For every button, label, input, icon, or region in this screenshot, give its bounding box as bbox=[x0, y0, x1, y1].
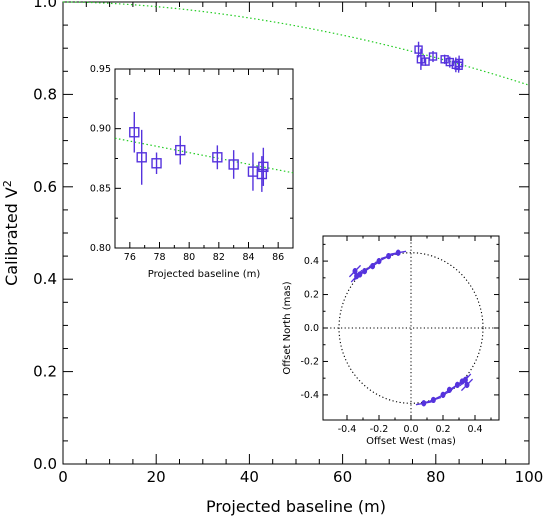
y-tick-label: 0.90 bbox=[90, 124, 111, 135]
x-tick-label: 40 bbox=[240, 468, 259, 486]
offset-point bbox=[446, 386, 452, 393]
y-tick-label: -0.2 bbox=[300, 356, 319, 367]
y-tick-label: 1.0 bbox=[33, 0, 57, 11]
x-tick-label: 0.0 bbox=[403, 424, 418, 435]
x-tick-label: 76 bbox=[124, 252, 136, 263]
offset-point bbox=[370, 263, 376, 270]
x-tick-label: 82 bbox=[213, 252, 225, 263]
y-tick-label: 0.4 bbox=[33, 270, 57, 288]
data-point bbox=[258, 161, 269, 173]
x-tick-label: -0.2 bbox=[370, 424, 389, 435]
x-tick-label: 86 bbox=[272, 252, 284, 263]
data-point bbox=[454, 58, 464, 68]
data-point bbox=[416, 55, 426, 64]
data-point bbox=[421, 57, 430, 66]
offset-point bbox=[354, 273, 360, 280]
offset-map-inset: -0.4 -0.2 0.0 0.2 0.4 -0.4 -0.2 0.0 0.2 0.4 Offse… bbox=[282, 235, 500, 447]
x-tick-label: 80 bbox=[183, 252, 195, 263]
data-point bbox=[129, 127, 140, 138]
y-tick-label: 0.85 bbox=[90, 183, 111, 194]
offset-map-y-axis-label: Offset North (mas) bbox=[282, 281, 293, 374]
data-point bbox=[175, 144, 186, 156]
y-tick-label: -0.4 bbox=[300, 390, 319, 401]
x-tick-label: 60 bbox=[333, 468, 352, 486]
y-tick-label: 0.0 bbox=[304, 323, 319, 334]
x-tick-label: -0.4 bbox=[338, 424, 357, 435]
zoom-inset-x-axis-label: Projected baseline (m) bbox=[148, 269, 261, 280]
y-tick-label: 0.2 bbox=[304, 290, 319, 301]
x-tick-label: 0.2 bbox=[435, 424, 450, 435]
x-tick-label: 80 bbox=[426, 468, 445, 486]
data-point bbox=[151, 158, 162, 169]
y-tick-label: 0.4 bbox=[304, 256, 319, 267]
offset-point bbox=[464, 381, 470, 388]
offset-point bbox=[462, 376, 468, 383]
offset-point bbox=[421, 400, 427, 407]
offset-point bbox=[352, 268, 358, 275]
x-tick-label: 84 bbox=[242, 252, 254, 263]
main-x-axis-label: Projected baseline (m) bbox=[206, 497, 386, 516]
y-tick-label: 0.6 bbox=[33, 178, 57, 196]
x-tick-label: 0 bbox=[58, 468, 68, 486]
data-point bbox=[212, 152, 223, 163]
x-tick-label: 78 bbox=[153, 252, 165, 263]
offset-point bbox=[386, 252, 392, 260]
data-point bbox=[445, 57, 454, 67]
x-tick-label: 20 bbox=[147, 468, 166, 486]
offset-circle bbox=[338, 252, 484, 404]
offset-map-x-axis-label: Offset West (mas) bbox=[366, 436, 456, 447]
y-tick-label: 0.8 bbox=[33, 85, 57, 103]
data-point bbox=[136, 152, 147, 163]
data-point bbox=[440, 55, 449, 64]
y-tick-label: 0.0 bbox=[33, 455, 57, 473]
x-tick-label: 100 bbox=[515, 468, 544, 486]
offset-point bbox=[395, 249, 401, 256]
y-tick-label: 0.95 bbox=[90, 64, 111, 75]
data-point bbox=[256, 168, 268, 180]
x-tick-label: 0.4 bbox=[467, 424, 482, 435]
data-point bbox=[414, 45, 423, 54]
y-tick-label: 0.80 bbox=[90, 243, 111, 254]
main-y-axis-label: Calibrated V2 bbox=[1, 180, 21, 286]
offset-point bbox=[430, 396, 436, 404]
zoom-inset-chart: 76 78 80 82 84 86 0.80 0.85 0.90 0.95 Projected b… bbox=[90, 64, 294, 280]
y-tick-label: 0.2 bbox=[33, 363, 57, 381]
data-point bbox=[428, 52, 438, 61]
data-point bbox=[228, 159, 239, 170]
